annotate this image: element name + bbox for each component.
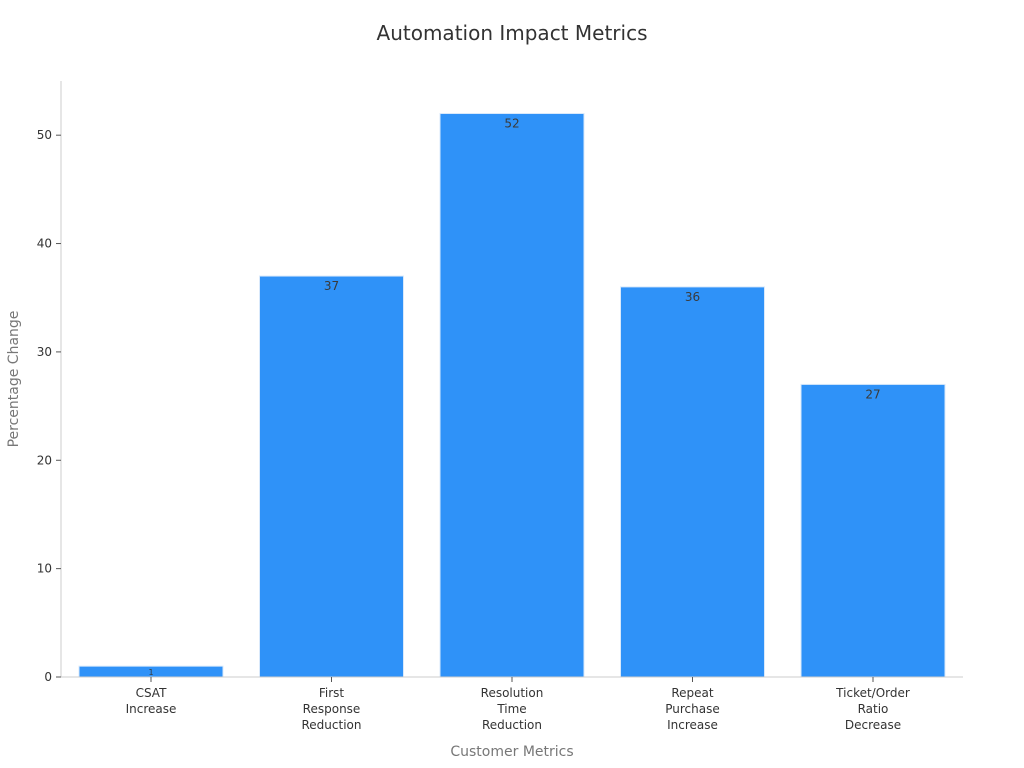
bar-3 bbox=[439, 113, 585, 678]
chart-title: Automation Impact Metrics bbox=[377, 21, 648, 45]
data-label-2: 37 bbox=[324, 279, 339, 293]
y-tick-label: 0 bbox=[44, 670, 52, 684]
x-tick-label: Ticket/Order Ratio Decrease bbox=[835, 686, 910, 732]
bar-4 bbox=[620, 286, 765, 678]
y-axis: 0 10 20 30 40 50 bbox=[37, 81, 62, 684]
bar-2 bbox=[259, 275, 404, 678]
data-label-3: 52 bbox=[504, 117, 519, 131]
y-tick-label: 10 bbox=[37, 562, 52, 576]
y-axis-title: Percentage Change bbox=[6, 311, 22, 448]
x-tick-label: Repeat Purchase Increase bbox=[665, 686, 720, 732]
x-tick-label-line: Reduction bbox=[482, 718, 542, 732]
x-tick-label-line: Ratio bbox=[858, 702, 889, 716]
y-tick-label: 20 bbox=[37, 453, 52, 467]
y-tick-label: 30 bbox=[37, 345, 52, 359]
data-label-1: 1 bbox=[148, 668, 153, 677]
x-tick-label-line: Purchase bbox=[665, 702, 720, 716]
x-tick-label: CSAT Increase bbox=[126, 686, 177, 716]
x-tick-label-line: Increase bbox=[126, 702, 177, 716]
x-tick-label-line: Time bbox=[496, 702, 526, 716]
x-tick-label-line: Reduction bbox=[302, 718, 362, 732]
x-tick-label-line: CSAT bbox=[136, 686, 167, 700]
x-axis-title: Customer Metrics bbox=[450, 744, 573, 760]
x-tick-label-line: First bbox=[319, 686, 345, 700]
x-tick-label-line: Decrease bbox=[845, 718, 901, 732]
x-tick-label-line: Resolution bbox=[481, 686, 544, 700]
data-label-5: 27 bbox=[865, 387, 880, 401]
x-tick-label-line: Response bbox=[303, 702, 361, 716]
bars-layer bbox=[78, 113, 946, 678]
data-label-4: 36 bbox=[685, 290, 700, 304]
y-tick-label: 40 bbox=[37, 237, 52, 251]
bar-5 bbox=[800, 383, 946, 678]
x-tick-label: First Response Reduction bbox=[302, 686, 362, 732]
data-labels-layer: 1 37 52 36 27 bbox=[148, 117, 880, 678]
x-tick-label-line: Ticket/Order bbox=[835, 686, 910, 700]
x-tick-label-line: Increase bbox=[667, 718, 718, 732]
x-tick-label-line: Repeat bbox=[671, 686, 714, 700]
x-tick-label: Resolution Time Reduction bbox=[481, 686, 544, 732]
y-tick-label: 50 bbox=[37, 128, 52, 142]
